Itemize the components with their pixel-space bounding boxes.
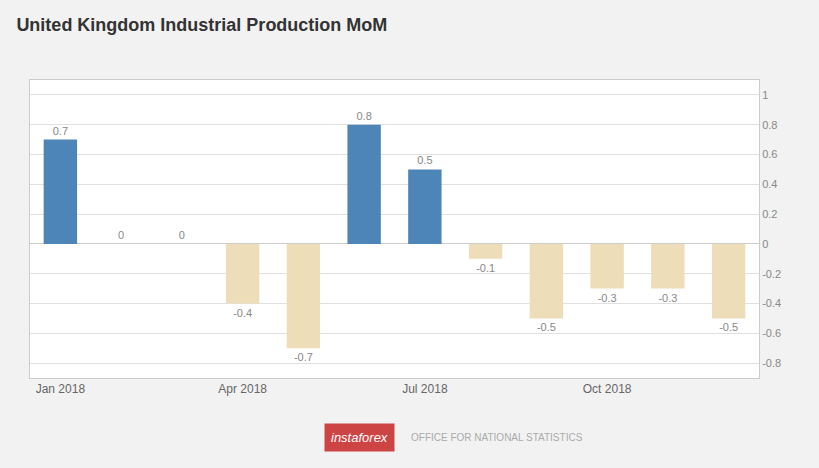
svg-text:0.8: 0.8 bbox=[356, 110, 371, 122]
svg-text:0.2: 0.2 bbox=[762, 208, 777, 220]
svg-text:-0.8: -0.8 bbox=[762, 357, 781, 369]
svg-text:United Kingdom Industrial Prod: United Kingdom Industrial Production MoM bbox=[16, 15, 387, 35]
svg-text:-0.2: -0.2 bbox=[762, 268, 781, 280]
svg-text:0: 0 bbox=[118, 229, 124, 241]
svg-text:0: 0 bbox=[179, 229, 185, 241]
svg-text:instaforex: instaforex bbox=[331, 430, 388, 445]
svg-text:Apr 2018: Apr 2018 bbox=[218, 382, 267, 396]
svg-text:-0.3: -0.3 bbox=[598, 292, 617, 304]
svg-text:Jan 2018: Jan 2018 bbox=[36, 382, 86, 396]
svg-text:-0.5: -0.5 bbox=[537, 321, 556, 333]
svg-text:-0.7: -0.7 bbox=[294, 351, 313, 363]
svg-text:-0.5: -0.5 bbox=[719, 321, 738, 333]
svg-text:Jul 2018: Jul 2018 bbox=[402, 382, 448, 396]
svg-text:-0.4: -0.4 bbox=[233, 307, 252, 319]
svg-text:1: 1 bbox=[762, 89, 768, 101]
svg-text:0.4: 0.4 bbox=[762, 178, 777, 190]
svg-text:0.6: 0.6 bbox=[762, 148, 777, 160]
svg-text:-0.4: -0.4 bbox=[762, 297, 781, 309]
svg-text:0.5: 0.5 bbox=[417, 154, 432, 166]
svg-text:-0.3: -0.3 bbox=[658, 292, 677, 304]
svg-text:0.8: 0.8 bbox=[762, 119, 777, 131]
svg-text:0.7: 0.7 bbox=[53, 125, 68, 137]
svg-text:0: 0 bbox=[762, 238, 768, 250]
svg-text:OFFICE FOR NATIONAL STATISTICS: OFFICE FOR NATIONAL STATISTICS bbox=[411, 432, 583, 443]
svg-text:Oct 2018: Oct 2018 bbox=[583, 382, 632, 396]
svg-text:-0.1: -0.1 bbox=[476, 262, 495, 274]
svg-text:-0.6: -0.6 bbox=[762, 327, 781, 339]
